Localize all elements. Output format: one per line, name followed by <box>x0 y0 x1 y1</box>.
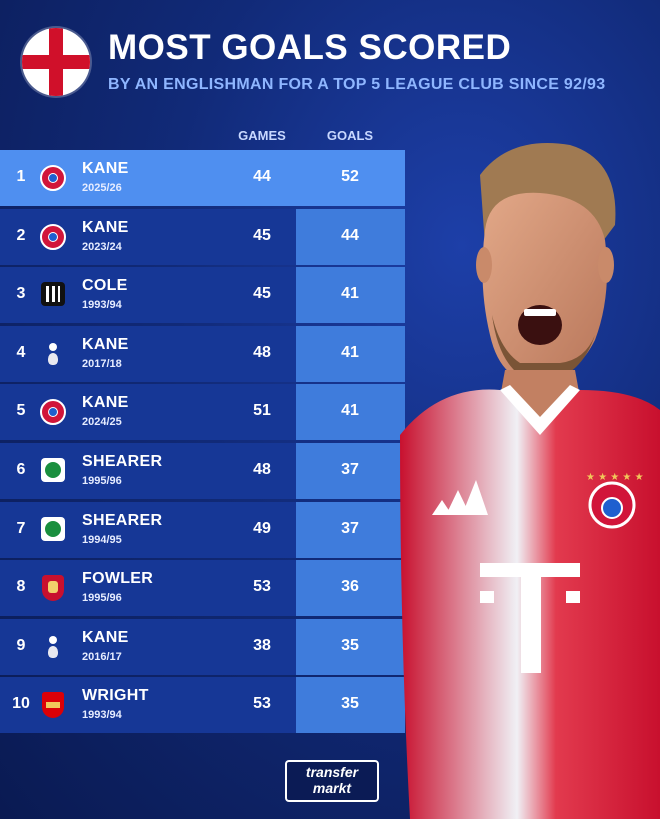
rank-number: 8 <box>16 578 26 596</box>
games-value: 49 <box>253 519 271 537</box>
goals-value: 36 <box>341 578 359 596</box>
column-header-games: GAMES <box>238 128 286 143</box>
goals-value: 37 <box>341 461 359 478</box>
liverpool-crest-icon <box>42 575 64 602</box>
rank-number: 7 <box>16 519 26 537</box>
games-value: 48 <box>253 343 271 361</box>
player-name: FOWLER <box>82 570 154 588</box>
rank-number: 1 <box>16 168 26 185</box>
season: 1993/94 <box>82 709 122 722</box>
season: 1993/94 <box>82 299 122 312</box>
season: 1995/96 <box>82 475 122 487</box>
player-name: KANE <box>82 335 129 353</box>
games-value: 45 <box>253 285 271 303</box>
games-value: 51 <box>253 402 271 420</box>
table-row: 4 KANE 2017/18 48 41 <box>0 325 405 382</box>
table-row: 2 KANE 2023/24 45 44 <box>0 208 405 265</box>
page-subtitle: BY AN ENGLISHMAN FOR A TOP 5 LEAGUE CLUB… <box>108 76 606 93</box>
games-value: 48 <box>253 461 271 478</box>
blackburn-crest-icon <box>41 516 65 541</box>
newcastle-crest-icon <box>41 282 65 307</box>
rank-number: 2 <box>16 226 26 244</box>
season: 1994/95 <box>82 533 122 546</box>
header: MOST GOALS SCORED BY AN ENGLISHMAN FOR A… <box>22 26 642 106</box>
player-name: SHEARER <box>82 511 163 529</box>
tottenham-crest-icon <box>40 341 66 367</box>
season: 2024/25 <box>82 416 122 429</box>
player-name: KANE <box>82 160 129 177</box>
bayern-munich-crest-icon <box>40 165 66 191</box>
season: 2016/17 <box>82 650 122 663</box>
goals-cell-bg <box>296 677 405 734</box>
column-header-goals: GOALS <box>326 128 374 143</box>
season: 2025/26 <box>82 182 122 194</box>
goals-cell-bg <box>296 560 405 617</box>
table-row: 5 KANE 2024/25 51 41 <box>0 384 405 441</box>
rank-number: 9 <box>16 636 26 654</box>
bayern-munich-crest-icon <box>40 223 66 250</box>
goals-cell-bg <box>296 384 405 441</box>
player-name: KANE <box>82 394 129 412</box>
rank-number: 5 <box>16 402 26 420</box>
logo-line-1: transfer <box>305 764 359 780</box>
games-value: 53 <box>253 578 271 596</box>
goals-cell-bg <box>296 501 405 558</box>
rank-number: 3 <box>16 285 26 303</box>
games-value: 44 <box>253 168 271 185</box>
logo-line-2: markt <box>312 780 352 796</box>
table-row: 10 WRIGHT 1993/94 53 35 <box>0 677 405 734</box>
table-row: 8 FOWLER 1995/96 53 36 <box>0 560 405 617</box>
season: 1995/96 <box>82 592 122 605</box>
goals-value: 52 <box>341 168 359 185</box>
svg-text:★ ★ ★ ★ ★: ★ ★ ★ ★ ★ <box>586 472 644 483</box>
transfermarkt-logo: transfer markt <box>285 760 379 802</box>
goals-value: 41 <box>341 402 359 420</box>
goals-value: 41 <box>341 343 359 361</box>
player-name: WRIGHT <box>82 687 149 705</box>
table-row: 1 KANE 2025/26 44 52 <box>0 150 405 206</box>
page-title: MOST GOALS SCORED <box>108 28 512 67</box>
table-row: 6 SHEARER 1995/96 48 37 <box>0 443 405 499</box>
season: 2017/18 <box>82 357 122 370</box>
table-row: 7 SHEARER 1994/95 49 37 <box>0 501 405 558</box>
table-row: 9 KANE 2016/17 38 35 <box>0 618 405 675</box>
goals-value: 35 <box>341 695 359 713</box>
goals-cell-bg <box>296 267 405 324</box>
season: 2023/24 <box>82 240 122 253</box>
goals-cell-bg <box>296 208 405 265</box>
rank-number: 10 <box>12 695 30 713</box>
rank-number: 6 <box>16 461 26 478</box>
player-photo: ★ ★ ★ ★ ★ <box>400 143 660 819</box>
player-name: COLE <box>82 277 128 295</box>
player-name: KANE <box>82 218 129 236</box>
goals-cell-bg <box>296 443 405 499</box>
goals-value: 41 <box>341 285 359 303</box>
games-value: 38 <box>253 636 271 654</box>
england-flag-icon <box>22 28 90 96</box>
blackburn-crest-icon <box>41 458 65 482</box>
table-row: 3 COLE 1993/94 45 41 <box>0 267 405 324</box>
tottenham-crest-icon <box>40 634 66 660</box>
player-name: SHEARER <box>82 453 163 470</box>
games-value: 45 <box>253 226 271 244</box>
goals-value: 44 <box>341 226 359 244</box>
goals-value: 35 <box>341 636 359 654</box>
goals-cell-bg <box>296 325 405 382</box>
games-value: 53 <box>253 695 271 713</box>
player-name: KANE <box>82 628 129 646</box>
goals-value: 37 <box>341 519 359 537</box>
rank-number: 4 <box>16 343 26 361</box>
bayern-munich-crest-icon <box>40 399 66 426</box>
goals-cell-bg <box>296 618 405 675</box>
arsenal-crest-icon <box>42 692 64 719</box>
